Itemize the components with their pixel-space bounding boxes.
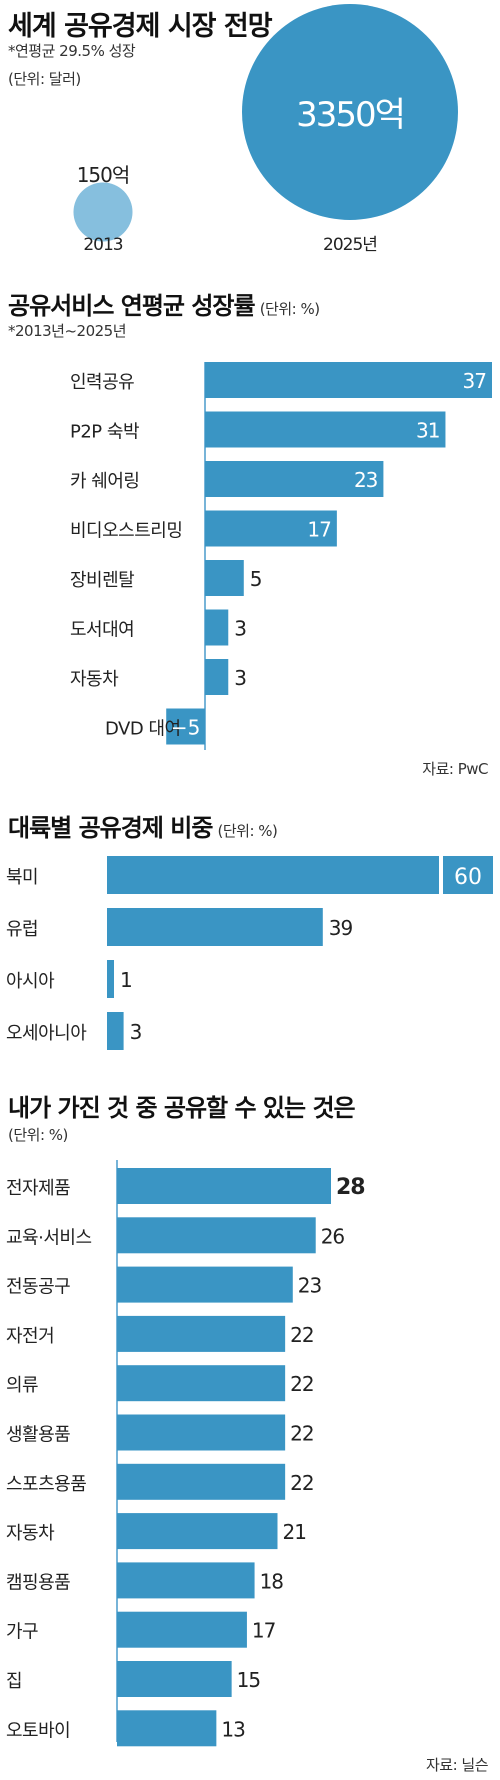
shareable-unit: (단위: %) <box>8 1126 68 1144</box>
shareable-category-label-8: 캠핑용품 <box>6 1572 70 1593</box>
shareable-category-label-9: 가구 <box>6 1622 38 1643</box>
bubble-2013 <box>73 182 133 242</box>
growth-category-label-5: 도서대여 <box>70 620 134 641</box>
continent-category-label-0: 북미 <box>6 867 38 888</box>
shareable-value-label-1: 26 <box>321 1224 345 1248</box>
shareable-category-label-3: 자전거 <box>6 1326 54 1347</box>
shareable-bar-11 <box>117 1710 217 1747</box>
continent-category-label-3: 오세아니아 <box>6 1023 87 1044</box>
growth-value-label-7: −5 <box>171 716 200 740</box>
growth-category-label-4: 장비렌탈 <box>70 570 134 591</box>
growth-category-label-3: 비디오스트리밍 <box>70 521 182 542</box>
shareable-value-label-5: 22 <box>290 1422 313 1446</box>
growth-bar-1 <box>205 411 446 448</box>
continent-category-label-1: 유럽 <box>6 919 38 940</box>
growth-value-label-3: 17 <box>307 518 331 542</box>
shareable-bar-8 <box>117 1562 255 1599</box>
growth-value-label-2: 23 <box>354 468 378 492</box>
growth-title: 공유서비스 연평균 성장률 <box>8 292 256 320</box>
bubble-2013-year-label: 2013 <box>83 235 122 255</box>
growth-bar-2 <box>205 461 384 497</box>
growth-bar-4 <box>205 560 244 596</box>
shareable-value-label-4: 22 <box>290 1372 313 1396</box>
growth-bar-chart: 인력공유 37 P2P 숙박 31 카 쉐어링 23 비디오스트리밍 17 장비렌탈 5 도서대여 3… <box>70 362 492 750</box>
shareable-value-label-6: 22 <box>290 1471 313 1495</box>
bubble-2013-value-label: 150억 <box>77 163 130 187</box>
growth-value-label-6: 3 <box>234 666 246 690</box>
growth-source: 자료: PwC <box>422 760 488 778</box>
continent-category-label-2: 아시아 <box>6 971 55 992</box>
shareable-category-label-11: 오토바이 <box>6 1720 70 1741</box>
continent-value-label-0: 60 <box>454 865 482 890</box>
shareable-bar-0 <box>117 1168 331 1204</box>
continent-value-box-0 <box>443 856 493 894</box>
shareable-value-label-0: 28 <box>336 1175 365 1200</box>
market-bubble-chart: 150억 2013 3350억 2025년 <box>73 4 458 255</box>
bubble-2025-value-label: 3350억 <box>296 95 404 135</box>
shareable-category-label-4: 의류 <box>6 1375 38 1396</box>
shareable-value-label-3: 22 <box>290 1323 313 1347</box>
shareable-category-label-5: 생활용품 <box>6 1425 70 1446</box>
continent-bar-chart: 북미 60 유럽 39 아시아 1 오세아니아 3 <box>6 856 493 1050</box>
continent-bar-2 <box>107 960 114 998</box>
growth-bar-5 <box>205 609 229 646</box>
shareable-bar-6 <box>117 1463 286 1500</box>
growth-value-label-5: 3 <box>234 617 246 641</box>
shareable-bar-1 <box>117 1217 316 1254</box>
growth-subtitle: *2013년~2025년 <box>8 322 127 340</box>
shareable-source: 자료: 닐슨 <box>425 1756 489 1774</box>
continent-value-label-1: 39 <box>329 916 353 940</box>
growth-category-label-6: 자동차 <box>70 669 119 690</box>
shareable-category-label-2: 전동공구 <box>6 1277 70 1298</box>
bubble-2025 <box>242 4 458 220</box>
shareable-category-label-7: 자동차 <box>6 1523 55 1544</box>
shareable-value-label-10: 15 <box>237 1668 260 1692</box>
shareable-title: 내가 가진 것 중 공유할 수 있는 것은 <box>8 1094 356 1122</box>
shareable-bar-10 <box>117 1661 232 1697</box>
growth-unit: (단위: %) <box>259 300 320 318</box>
shareable-category-label-6: 스포츠용품 <box>6 1474 86 1495</box>
market-outlook-subtitle: *연평균 29.5% 성장 <box>8 42 136 60</box>
growth-category-label-2: 카 쉐어링 <box>70 471 139 492</box>
growth-value-label-4: 5 <box>250 567 262 591</box>
growth-bar-3 <box>205 510 337 547</box>
growth-bar-0 <box>205 362 492 398</box>
growth-bar-7 <box>166 708 205 745</box>
growth-category-label-0: 인력공유 <box>70 372 134 393</box>
shareable-category-label-1: 교육·서비스 <box>6 1227 92 1248</box>
growth-category-label-7: DVD 대여 <box>105 719 181 740</box>
continent-title-row: 대륙별 공유경제 비중 (단위: %) <box>8 808 278 843</box>
shareable-value-label-2: 23 <box>298 1274 322 1298</box>
shareable-bar-3 <box>117 1315 286 1352</box>
growth-title-row: 공유서비스 연평균 성장률 (단위: %) <box>8 286 320 321</box>
continent-bar-1 <box>107 908 323 946</box>
continent-unit: (단위: %) <box>217 822 278 840</box>
market-outlook-unit: (단위: 달러) <box>8 70 81 88</box>
shareable-bar-4 <box>117 1365 286 1402</box>
shareable-value-label-9: 17 <box>252 1619 276 1643</box>
continent-value-label-3: 3 <box>130 1020 142 1044</box>
shareable-bar-chart: 전자제품 28 교육·서비스 26 전동공구 23 자전거 22 의류 22 생활용품 22 스포츠용품… <box>6 1160 366 1747</box>
growth-category-label-1: P2P 숙박 <box>70 422 139 443</box>
continent-title: 대륙별 공유경제 비중 <box>8 814 213 842</box>
shareable-bar-9 <box>117 1611 247 1648</box>
shareable-category-label-10: 집 <box>6 1671 22 1692</box>
shareable-bar-5 <box>117 1414 286 1451</box>
growth-value-label-0: 37 <box>463 369 487 393</box>
shareable-bar-7 <box>117 1513 278 1550</box>
growth-value-label-1: 31 <box>416 419 439 443</box>
shareable-value-label-8: 18 <box>260 1569 284 1593</box>
continent-value-label-2: 1 <box>120 968 132 992</box>
bubble-2025-year-label: 2025년 <box>323 235 377 255</box>
shareable-value-label-7: 21 <box>283 1520 306 1544</box>
continent-bar-0 <box>107 856 439 894</box>
shareable-value-label-11: 13 <box>221 1717 245 1741</box>
shareable-category-label-0: 전자제품 <box>6 1178 70 1199</box>
shareable-bar-2 <box>117 1266 293 1303</box>
continent-bar-3 <box>107 1012 124 1050</box>
market-outlook-title: 세계 공유경제 시장 전망 <box>8 11 273 42</box>
growth-bar-6 <box>205 659 229 695</box>
